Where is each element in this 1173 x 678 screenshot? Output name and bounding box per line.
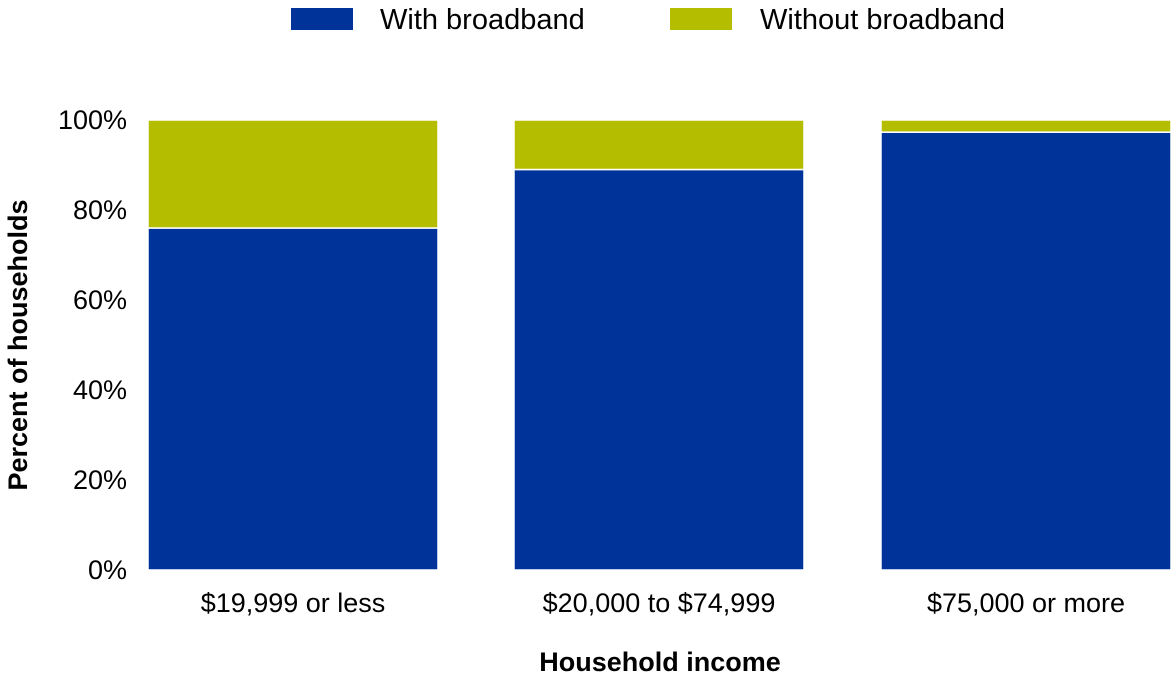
y-tick-label-20: 20% (73, 465, 127, 495)
legend-swatch-with-broadband (291, 8, 353, 30)
y-tick-label-100: 100% (58, 105, 127, 135)
y-axis: 0% 20% 40% 60% 80% 100% (58, 105, 127, 585)
legend-swatch-without-broadband (670, 8, 732, 30)
legend-label-with-broadband: With broadband (380, 4, 585, 36)
x-tick-label-high-income: $75,000 or more (927, 588, 1125, 618)
bar-with-broadband-low-income (147, 227, 439, 571)
bar-with-broadband-high-income (880, 131, 1172, 571)
y-axis-title: Percent of households (3, 199, 33, 490)
y-tick-label-60: 60% (73, 285, 127, 315)
y-tick-label-80: 80% (73, 195, 127, 225)
x-axis: $19,999 or less $20,000 to $74,999 $75,0… (201, 588, 1125, 618)
y-tick-label-40: 40% (73, 375, 127, 405)
legend-label-without-broadband: Without broadband (760, 4, 1005, 36)
legend: With broadband Without broadband (291, 4, 1005, 36)
bar-with-broadband-mid-income (513, 168, 805, 571)
bars (147, 119, 1172, 571)
x-axis-title: Household income (539, 647, 781, 677)
y-tick-label-0: 0% (88, 555, 127, 585)
bar-without-broadband-mid-income (513, 119, 805, 171)
x-tick-label-low-income: $19,999 or less (201, 588, 386, 618)
bar-without-broadband-high-income (880, 119, 1172, 133)
bar-without-broadband-low-income (147, 119, 439, 229)
x-tick-label-mid-income: $20,000 to $74,999 (543, 588, 776, 618)
